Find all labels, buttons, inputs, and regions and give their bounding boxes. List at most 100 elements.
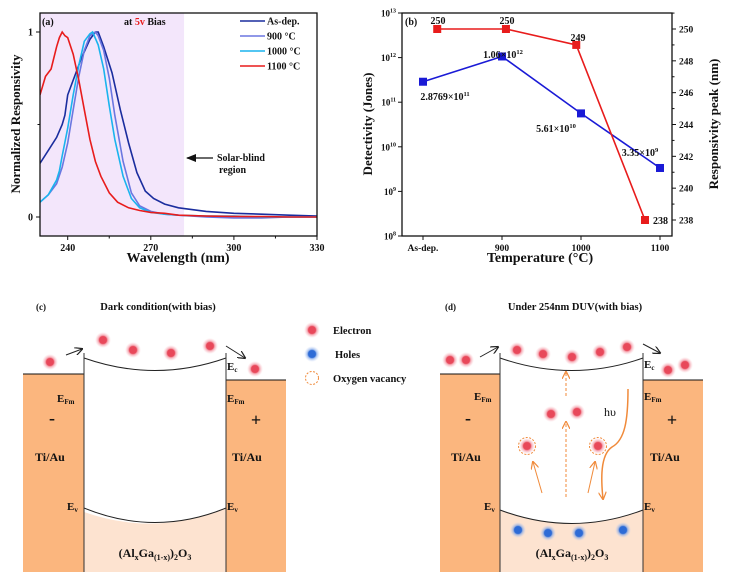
- legend-label-a: 1000 °C: [267, 47, 301, 58]
- diagram-d-title: Under 254nm DUV(with bias): [508, 302, 643, 313]
- ev-label-right-c: Ev: [227, 501, 238, 514]
- vacancy-excitation-arrow-right: [587, 462, 595, 494]
- y-tick-label-a: 0: [28, 213, 33, 224]
- x-tick-label-b: As-dep.: [408, 244, 439, 254]
- positive-sign-d: +: [667, 410, 677, 430]
- y-right-tick-label-b: 242: [679, 153, 694, 163]
- x-tick-label-a: 330: [310, 243, 325, 254]
- y-left-tick-label-b: 1010: [381, 142, 396, 152]
- panel-label-c: (c): [36, 302, 46, 312]
- conduction-band-edge-d: [499, 357, 644, 371]
- legend-label-a: 900 °C: [267, 32, 296, 43]
- responsivity-peak-marker: [501, 25, 510, 33]
- detectivity-data-label: 2.8769×1011: [420, 91, 469, 103]
- left-metal-label-d: Ti/Au: [451, 450, 481, 464]
- efm-label-right-c: EFm: [227, 393, 245, 406]
- detectivity-marker: [498, 52, 506, 61]
- solar-blind-label-line1: Solar-blind: [217, 153, 265, 164]
- ev-label-left-d: Ev: [484, 501, 495, 514]
- y-axis-label-right-b: Responsivity peak (nm): [706, 59, 721, 190]
- electron-icon: [543, 406, 559, 422]
- electron-icon: [592, 344, 608, 360]
- legend-label-a: As-dep.: [267, 17, 300, 28]
- band-diagram-uv: (d) Under 254nm DUV(with bias) hυ EFm EF…: [440, 302, 703, 572]
- x-axis-label-b: Temperature (°C): [487, 251, 594, 266]
- x-tick-label-a: 270: [143, 243, 158, 254]
- series-line-1: [40, 30, 317, 219]
- ev-label-right-d: Ev: [644, 501, 655, 514]
- material-label-d: (AlxGa(1-x))2O3: [536, 546, 609, 562]
- y-right-tick-label-b: 246: [679, 89, 694, 99]
- valence-band-region-d: [500, 510, 643, 572]
- legend-item-oxygen-vacancy: Oxygen vacancy: [305, 371, 407, 385]
- positive-sign-c: +: [251, 410, 261, 430]
- responsivity-peak-data-label: 249: [571, 33, 586, 44]
- oxygen-vacancy-icon: [305, 371, 319, 385]
- oxygen-vacancy-icon: [589, 437, 607, 455]
- svg-text:Oxygen vacancy: Oxygen vacancy: [333, 374, 407, 385]
- electron-icon: [509, 342, 525, 358]
- legend-item-electron: Electron: [304, 322, 371, 338]
- electron-icon: [202, 338, 218, 354]
- electron-icon: [535, 346, 551, 362]
- solar-blind-label-line2: region: [219, 165, 246, 176]
- y-tick-label-a: 1: [28, 28, 33, 39]
- y-right-tick-label-b: 250: [679, 26, 694, 36]
- panel-label-b: (b): [405, 17, 417, 28]
- chart-a: 240 270 300 330 0 1 (a) at 5v Bias As-dep. 900…: [8, 12, 325, 266]
- electron-flow-arrow-out-c: [225, 345, 245, 358]
- y-left-tick-label-b: 108: [384, 232, 396, 242]
- right-metal-contact-d: [643, 380, 703, 572]
- x-tick-label-b: 1100: [651, 244, 670, 254]
- x-axis-label-a: Wavelength (nm): [126, 251, 229, 266]
- band-diagram-dark: (c) Dark condition(with bias) EFm EFm Ec…: [23, 302, 286, 572]
- y-right-tick-label-b: 244: [679, 121, 694, 131]
- responsivity-peak-marker: [640, 216, 649, 224]
- panel-label-d: (d): [445, 302, 456, 312]
- y-right-tick-label-b: 248: [679, 57, 694, 67]
- responsivity-peak-data-label: 250: [431, 16, 446, 27]
- legend-item-holes: Holes: [304, 346, 360, 362]
- electron-icon: [42, 354, 58, 370]
- diagram-c-title: Dark condition(with bias): [100, 302, 216, 313]
- legend-label-a: 1100 °C: [267, 62, 300, 73]
- responsivity-peak-line: [437, 28, 646, 221]
- vacancy-excitation-arrow-left: [533, 462, 543, 494]
- negative-sign-c: -: [49, 408, 55, 428]
- y-axis-label-left-b: Detectivity (Jones): [360, 73, 375, 176]
- y-right-tick-label-b: 238: [679, 217, 694, 227]
- trapped-electron-icon: [519, 438, 535, 454]
- electron-icon: [442, 352, 458, 368]
- detectivity-marker: [656, 163, 664, 172]
- detectivity-data-label: 1.06×1012: [483, 49, 523, 61]
- responsivity-peak-marker: [572, 40, 581, 49]
- efm-label-left-d: EFm: [474, 391, 492, 404]
- hole-icon: [510, 522, 526, 538]
- ec-label-c: Ec: [227, 361, 237, 374]
- x-tick-label-b: 1000: [572, 244, 591, 254]
- x-tick-label-a: 240: [60, 243, 75, 254]
- y-left-tick-label-b: 1013: [381, 9, 396, 19]
- panel-label-a: (a): [42, 17, 54, 28]
- electron-flow-arrow-in-c: [65, 349, 82, 356]
- negative-sign-d: -: [465, 408, 471, 428]
- left-metal-contact-c: [23, 374, 84, 572]
- chart-b: As-dep. 900 1000 1100 108 109 1010 1011 1012 1013…: [360, 9, 721, 267]
- material-label-c: (AlxGa(1-x))2O3: [119, 546, 192, 562]
- electron-icon: [304, 322, 320, 338]
- electron-icon: [95, 332, 111, 348]
- carrier-legend: Electron Holes Oxygen vacancy: [304, 322, 407, 385]
- left-metal-contact-d: [440, 374, 500, 572]
- electron-icon: [458, 352, 474, 368]
- valence-band-region-c: [84, 508, 226, 572]
- y-left-tick-label-b: 1011: [381, 98, 396, 108]
- conduction-band-edge-c: [83, 357, 227, 371]
- series-line-3: [40, 30, 317, 218]
- hole-icon: [571, 525, 587, 541]
- oxygen-vacancy-icon: [518, 437, 536, 455]
- hole-icon: [615, 522, 631, 538]
- photon-energy-label: hυ: [604, 405, 616, 419]
- detectivity-line: [422, 55, 661, 169]
- trapped-electron-icon: [590, 438, 606, 454]
- ec-label-d: Ec: [644, 359, 654, 372]
